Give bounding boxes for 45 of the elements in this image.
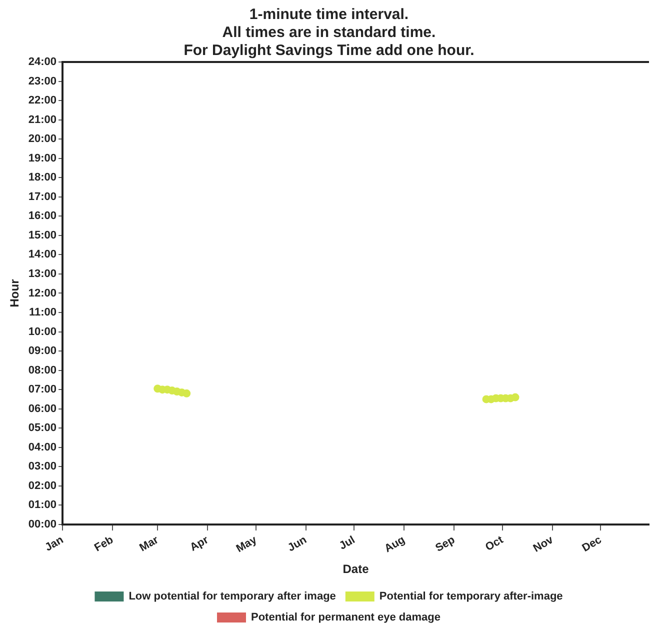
x-tick-label: Aug bbox=[382, 534, 408, 556]
x-tick-label: Apr bbox=[188, 534, 212, 554]
x-axis-title: Date bbox=[342, 562, 370, 576]
y-tick-label: 18:00 bbox=[28, 172, 57, 184]
x-tick-label: Mar bbox=[138, 534, 162, 554]
text: 1-minute time interval. bbox=[249, 6, 409, 24]
y-tick-label: 13:00 bbox=[28, 268, 57, 280]
y-axis-title: Hour bbox=[8, 278, 22, 308]
text: For Daylight Savings Time add one hour. bbox=[184, 42, 474, 60]
x-tick-label: Sep bbox=[434, 534, 458, 554]
x-tick-label: Jan bbox=[43, 534, 66, 554]
y-tick-label: 02:00 bbox=[28, 480, 57, 492]
y-tick-label: 09:00 bbox=[28, 345, 57, 358]
y-tick-label: 15:00 bbox=[28, 229, 57, 242]
y-tick-label: 10:00 bbox=[28, 326, 57, 338]
y-tick-label: 06:00 bbox=[28, 402, 57, 415]
y-tick-label: 21:00 bbox=[28, 114, 57, 126]
text: All times are in standard time. bbox=[222, 24, 436, 42]
y-tick-label: 08:00 bbox=[28, 364, 57, 376]
y-tick-label: 23:00 bbox=[28, 75, 57, 88]
x-tick-label: Nov bbox=[531, 534, 556, 555]
y-tick-label: 19:00 bbox=[28, 152, 57, 164]
x-tick-label: Feb bbox=[92, 534, 116, 554]
y-tick-label: 14:00 bbox=[28, 248, 57, 261]
x-tick-label: Jul bbox=[337, 534, 358, 552]
y-tick-label: 04:00 bbox=[28, 441, 57, 454]
y-tick-label: 16:00 bbox=[28, 210, 57, 222]
y-tick-label: 00:00 bbox=[28, 518, 57, 530]
y-tick-label: 20:00 bbox=[28, 133, 57, 146]
y-tick-label: 12:00 bbox=[28, 287, 57, 300]
legend-label: Potential for permanent eye damage bbox=[251, 612, 440, 624]
y-tick-label: 07:00 bbox=[28, 384, 57, 396]
y-tick-label: 03:00 bbox=[28, 460, 57, 473]
y-tick-label: 01:00 bbox=[28, 499, 57, 512]
legend-label: Potential for temporary after-image bbox=[379, 590, 563, 603]
y-tick-label: 05:00 bbox=[28, 422, 57, 434]
x-tick-label: May bbox=[234, 534, 260, 556]
y-tick-label: 17:00 bbox=[28, 190, 57, 203]
y-tick-label: 24:00 bbox=[28, 56, 57, 68]
x-tick-label: Oct bbox=[484, 534, 506, 554]
legend-label: Low potential for temporary after image bbox=[128, 590, 336, 603]
y-tick-label: 11:00 bbox=[29, 306, 57, 319]
x-tick-label: Jun bbox=[286, 534, 310, 554]
x-tick-label: Dec bbox=[580, 534, 604, 554]
y-tick-label: 22:00 bbox=[28, 94, 57, 107]
